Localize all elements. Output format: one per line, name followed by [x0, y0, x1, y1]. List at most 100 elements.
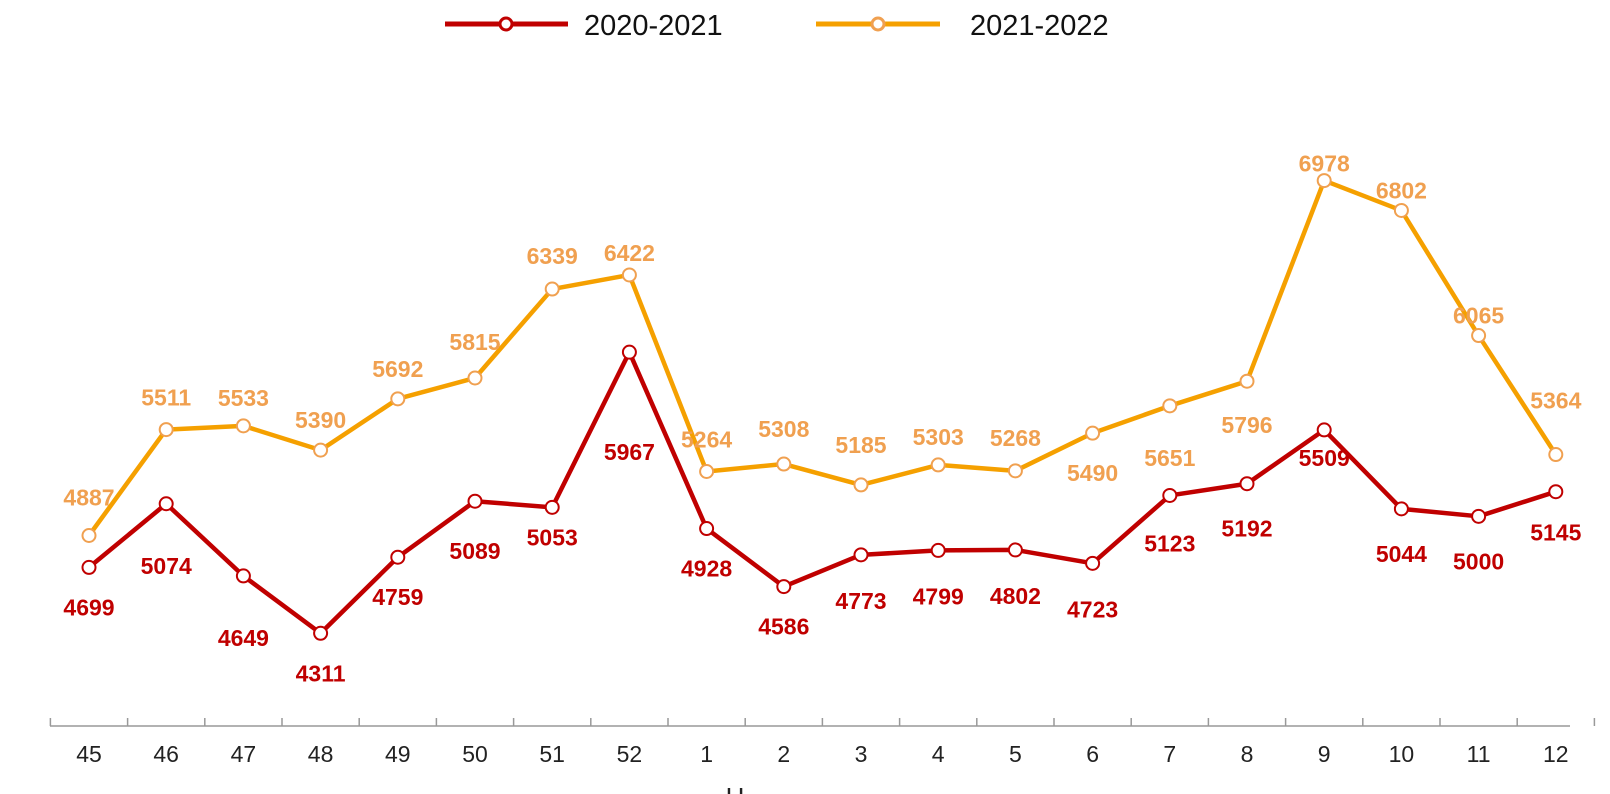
data-point: [1548, 484, 1564, 500]
data-point: [544, 281, 560, 297]
plot-area: 4699 5074 4649 4311 4759 5089 5053 5967 4928 4586…: [63, 151, 1581, 687]
legend-marker-series-2: [870, 16, 886, 32]
data-label: 4799: [913, 583, 964, 609]
data-label: 4802: [990, 583, 1041, 609]
data-point: [621, 267, 637, 283]
x-tick-label: 6: [1086, 741, 1099, 767]
data-point: [776, 579, 792, 595]
data-label: 5053: [527, 524, 578, 550]
data-point: [467, 493, 483, 509]
data-point: [1239, 476, 1255, 492]
data-label: 5692: [372, 356, 423, 382]
data-label: 5192: [1221, 516, 1272, 542]
legend-item-series-1: 2020-2021: [445, 10, 723, 42]
data-point: [930, 457, 946, 473]
data-point: [313, 625, 329, 641]
x-tick-label: 10: [1389, 741, 1415, 767]
data-point: [544, 499, 560, 515]
legend-label-series-1: 2020-2021: [584, 10, 723, 42]
data-point: [1085, 425, 1101, 441]
x-tick-label: 51: [539, 741, 565, 767]
data-point: [81, 559, 97, 575]
data-label: 6065: [1453, 303, 1504, 329]
data-label: 5364: [1530, 388, 1581, 414]
x-tick-label: 49: [385, 741, 411, 767]
data-label: 4723: [1067, 596, 1118, 622]
x-tick-label: 8: [1241, 741, 1254, 767]
data-point: [313, 442, 329, 458]
data-label: 5796: [1221, 412, 1272, 438]
x-tick-label: 5: [1009, 741, 1022, 767]
data-point: [158, 422, 174, 438]
data-point: [1316, 173, 1332, 189]
data-label: 5268: [990, 425, 1041, 451]
data-label: 5651: [1144, 445, 1195, 471]
data-point: [390, 549, 406, 565]
legend: 2020-2021 2021-2022: [445, 10, 1109, 42]
data-point: [1393, 501, 1409, 517]
data-point: [235, 568, 251, 584]
data-label: 4773: [835, 588, 886, 614]
data-point: [1393, 202, 1409, 218]
data-label: 6978: [1299, 151, 1350, 177]
data-point: [1085, 555, 1101, 571]
x-axis: 45 46 47 48 49 50 51 52 1 2 3 4 5 6 7 8 9 10 11 12: [49, 718, 1596, 767]
data-label: 4311: [296, 660, 346, 686]
data-label: 5815: [449, 329, 500, 355]
data-point: [81, 527, 97, 543]
x-axis-title: Н: [726, 782, 745, 794]
x-tick-label: 47: [231, 741, 257, 767]
data-point: [1548, 447, 1564, 463]
data-label: 5000: [1453, 548, 1504, 574]
data-point: [1471, 328, 1487, 344]
series-line-2: [87, 178, 1558, 537]
data-label: 4586: [758, 614, 809, 640]
legend-marker-series-1: [498, 16, 514, 32]
data-label: 4887: [63, 484, 114, 510]
data-label: 5490: [1067, 460, 1118, 486]
x-tick-label: 9: [1318, 741, 1331, 767]
data-label: 5509: [1299, 445, 1350, 471]
data-point: [699, 521, 715, 537]
data-label: 6339: [527, 243, 578, 269]
legend-item-series-2: 2021-2022: [816, 10, 1109, 42]
data-point: [1471, 508, 1487, 524]
data-point: [853, 547, 869, 563]
series-2: 4887 5511 5533 5390 5692 5815 6339 6422 5264 5308…: [63, 151, 1582, 543]
data-point: [853, 477, 869, 493]
x-tick-label: 11: [1467, 741, 1491, 767]
data-label: 5308: [758, 416, 809, 442]
data-label: 4699: [63, 594, 114, 620]
legend-label-series-2: 2021-2022: [970, 10, 1109, 42]
data-point: [930, 542, 946, 558]
data-point: [1162, 487, 1178, 503]
x-tick-label: 4: [932, 741, 945, 767]
data-label: 5089: [449, 538, 500, 564]
data-point: [1007, 463, 1023, 479]
series-line-1: [87, 349, 1557, 636]
x-tick-label: 3: [855, 741, 868, 767]
data-label: 5264: [681, 427, 732, 453]
data-point: [776, 456, 792, 472]
data-label: 5044: [1376, 541, 1427, 567]
data-point: [1007, 542, 1023, 558]
data-point: [699, 464, 715, 480]
data-label: 5145: [1530, 520, 1581, 546]
x-tick-label: 50: [462, 741, 488, 767]
data-label: 5967: [604, 439, 655, 465]
data-point: [467, 370, 483, 386]
data-point: [1239, 373, 1255, 389]
data-label: 5074: [141, 553, 192, 579]
x-tick-label: 48: [308, 741, 334, 767]
data-label: 4759: [372, 584, 423, 610]
data-label: 5390: [295, 407, 346, 433]
data-label: 5123: [1144, 530, 1195, 556]
data-point: [621, 344, 637, 360]
series-1: 4699 5074 4649 4311 4759 5089 5053 5967 4928 4586…: [63, 344, 1582, 686]
data-label: 4649: [218, 625, 269, 651]
data-label: 5511: [141, 385, 191, 411]
x-tick-label: 1: [700, 741, 713, 767]
data-label: 4928: [681, 556, 732, 582]
data-label: 5533: [218, 385, 269, 411]
